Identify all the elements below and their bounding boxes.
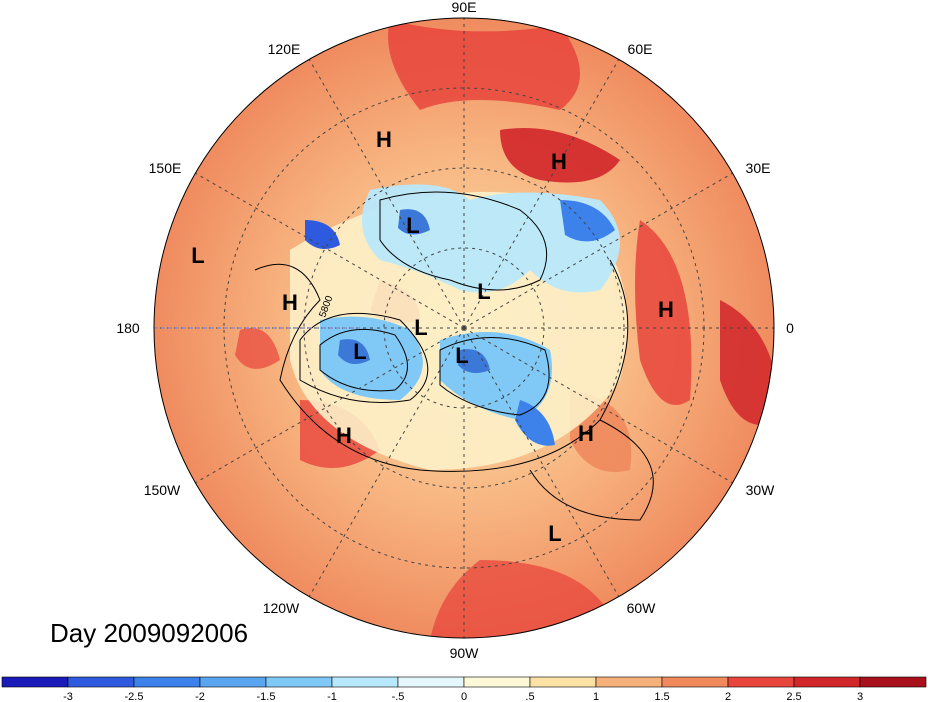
colorbar-swatch bbox=[265, 676, 333, 688]
pressure-marker-h: H bbox=[376, 127, 392, 152]
lon-label-150w: 150W bbox=[144, 482, 181, 498]
colorbar-swatch bbox=[67, 676, 135, 688]
colorbar-swatches bbox=[1, 676, 927, 688]
pressure-marker-h: H bbox=[551, 149, 567, 174]
map-disk bbox=[154, 18, 774, 638]
colorbar-tick-label: -1 bbox=[327, 691, 337, 702]
colorbar-swatch bbox=[595, 676, 663, 688]
colorbar-swatch bbox=[727, 676, 795, 688]
anomaly-map: 90E 120E 60E 150E 30E 180 0 150W 30W 120… bbox=[116, 0, 794, 661]
pressure-marker-h: H bbox=[658, 297, 674, 322]
colorbar-swatch bbox=[1, 676, 69, 688]
pressure-marker-l: L bbox=[548, 521, 561, 546]
colorbar-tick-label: -2.5 bbox=[125, 691, 144, 702]
colorbar-swatch bbox=[859, 676, 927, 688]
colorbar-tick-label: .5 bbox=[525, 691, 534, 702]
pressure-marker-l: L bbox=[353, 339, 366, 364]
colorbar-ticks: -3 -2.5 -2 -1.5 -1 -.5 0 .5 1 1.5 2 2.5 3 bbox=[63, 691, 863, 702]
colorbar-tick-label: 2 bbox=[725, 691, 731, 702]
colorbar-tick-label: -.5 bbox=[392, 691, 405, 702]
colorbar-tick-label: -3 bbox=[63, 691, 73, 702]
lon-label-150e: 150E bbox=[149, 160, 182, 176]
lon-label-0: 0 bbox=[786, 320, 794, 336]
pressure-marker-l: L bbox=[414, 315, 427, 340]
colorbar-tick-label: 1 bbox=[593, 691, 599, 702]
colorbar-swatch bbox=[199, 676, 267, 688]
colorbar-tick-label: 3 bbox=[857, 691, 863, 702]
lon-label-30w: 30W bbox=[746, 482, 776, 498]
colorbar-swatch bbox=[397, 676, 465, 688]
lon-label-60e: 60E bbox=[628, 41, 653, 57]
colorbar-tick-label: 2.5 bbox=[786, 691, 801, 702]
colorbar-tick-label: 1.5 bbox=[654, 691, 669, 702]
pressure-marker-l: L bbox=[477, 279, 490, 304]
colorbar-tick-label: -1.5 bbox=[257, 691, 276, 702]
colorbar-swatch bbox=[331, 676, 399, 688]
lon-label-60w: 60W bbox=[627, 600, 657, 616]
colorbar-tick-label: -2 bbox=[195, 691, 205, 702]
colorbar-swatch bbox=[529, 676, 597, 688]
pressure-marker-h: H bbox=[578, 421, 594, 446]
lon-label-120e: 120E bbox=[268, 41, 301, 57]
colorbar-swatch bbox=[793, 676, 861, 688]
date-label: Day 2009092006 bbox=[50, 618, 249, 648]
map-boundary bbox=[153, 17, 775, 639]
colorbar-swatch bbox=[463, 676, 531, 688]
pressure-marker-h: H bbox=[282, 290, 298, 315]
colorbar-swatch bbox=[133, 676, 201, 688]
pressure-marker-l: L bbox=[191, 243, 204, 268]
colorbar-swatch bbox=[661, 676, 729, 688]
colorbar-tick-label: 0 bbox=[461, 691, 467, 702]
lon-label-180: 180 bbox=[116, 320, 140, 336]
pressure-marker-h: H bbox=[336, 423, 352, 448]
lon-label-90e: 90E bbox=[452, 0, 477, 15]
colorbar: -3 -2.5 -2 -1.5 -1 -.5 0 .5 1 1.5 2 2.5 3 bbox=[1, 676, 927, 702]
pressure-marker-l: L bbox=[406, 213, 419, 238]
lon-label-30e: 30E bbox=[746, 160, 771, 176]
lon-label-120w: 120W bbox=[263, 600, 300, 616]
lon-label-90w: 90W bbox=[450, 645, 480, 661]
pressure-marker-l: L bbox=[455, 343, 468, 368]
